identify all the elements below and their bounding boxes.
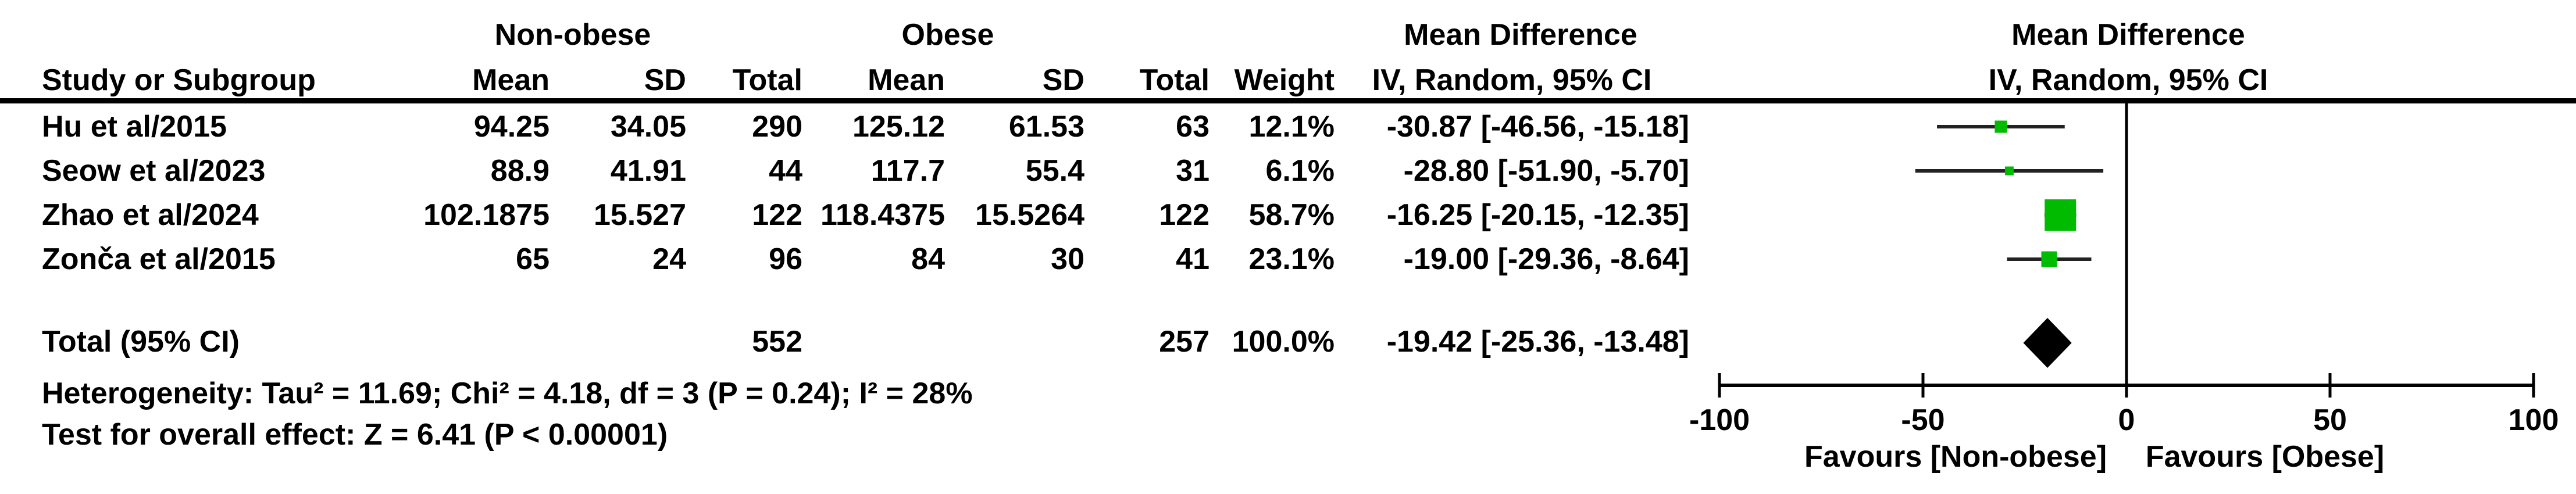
study-marker	[2004, 166, 2014, 176]
cell-sd-nonobese: 24	[652, 242, 686, 276]
cell-sd-obese: 55.4	[1025, 154, 1084, 188]
total-row: Total (95% CI) 552 257 100.0% -19.42 [-2…	[0, 323, 1689, 360]
summary-diamond	[2023, 318, 2072, 368]
cell-total-obese: 31	[1176, 154, 1209, 188]
cell-weight: 58.7%	[1248, 198, 1335, 232]
column-header-mean-difference: Mean Difference	[1404, 18, 1637, 52]
table-row: Hu et al/2015 94.25 34.05 290 125.12 61.…	[0, 108, 1689, 145]
study-marker	[2045, 199, 2077, 231]
header-ci-method: IV, Random, 95% CI	[1372, 63, 1652, 97]
table-row: Seow et al/2023 88.9 41.91 44 117.7 55.4…	[0, 152, 1689, 189]
header-study: Study or Subgroup	[42, 63, 316, 97]
cell-total-obese: 63	[1176, 110, 1209, 144]
header-mean-nonobese: Mean	[472, 63, 550, 97]
cell-empty	[802, 323, 945, 360]
cell-total-nonobese: 44	[769, 154, 802, 188]
cell-empty	[372, 323, 550, 360]
cell-sd-nonobese: 41.91	[610, 154, 686, 188]
cell-mean-nonobese: 94.25	[473, 110, 550, 144]
cell-ci: -19.00 [-29.36, -8.64]	[1403, 242, 1689, 276]
axis-tick-label: 0	[2118, 403, 2135, 437]
cell-weight: 23.1%	[1248, 242, 1335, 276]
cell-sd-obese: 15.5264	[975, 198, 1084, 232]
cell-total-nonobese: 96	[769, 242, 802, 276]
cell-weight: 100.0%	[1232, 325, 1335, 359]
header-weight: Weight	[1234, 63, 1335, 97]
cell-sd-obese: 61.53	[1008, 110, 1084, 144]
cell-sd-obese: 30	[1051, 242, 1084, 276]
plot-header-method: IV, Random, 95% CI	[1988, 63, 2268, 97]
cell-total-nonobese: 290	[752, 110, 802, 144]
favours-left-label: Favours [Non-obese]	[1804, 440, 2107, 474]
cell-total-obese: 122	[1159, 198, 1209, 232]
forest-plot: -100 -50 0 50 100 Favours [Non-obese] Favours …	[1689, 103, 2559, 474]
cell-mean-obese: 84	[911, 242, 945, 276]
group-header-nonobese: Non-obese	[494, 18, 651, 52]
table-row: Zonča et al/2015 65 24 96 84 30 41 23.1%…	[0, 241, 1689, 278]
cell-weight: 6.1%	[1265, 154, 1335, 188]
table-header-row: Study or Subgroup Mean SD Total Mean SD …	[0, 62, 1689, 99]
cell-mean-nonobese: 102.1875	[423, 198, 550, 232]
study-marker	[2041, 251, 2057, 267]
group-header-obese: Obese	[901, 18, 994, 52]
study-marker	[1995, 120, 2007, 133]
cell-empty	[550, 323, 686, 360]
header-total-obese: Total	[1139, 63, 1209, 97]
cell-empty	[945, 323, 1084, 360]
table-row: Zhao et al/2024 102.1875 15.527 122 118.…	[0, 196, 1689, 234]
cell-mean-nonobese: 65	[516, 242, 550, 276]
axis-tick-label: 100	[2509, 403, 2559, 437]
study-label: Hu et al/2015	[42, 110, 227, 144]
cell-ci: -28.80 [-51.90, -5.70]	[1403, 154, 1689, 188]
header-mean-obese: Mean	[868, 63, 945, 97]
cell-sd-nonobese: 34.05	[610, 110, 686, 144]
axis-tick-label: -50	[1901, 403, 1945, 437]
cell-ci: -16.25 [-20.15, -12.35]	[1386, 198, 1689, 232]
total-label: Total (95% CI)	[42, 325, 240, 359]
overall-effect-note: Test for overall effect: Z = 6.41 (P < 0…	[42, 418, 668, 452]
cell-ci: -30.87 [-46.56, -15.18]	[1386, 110, 1689, 144]
header-sd-nonobese: SD	[644, 63, 686, 97]
header-divider	[0, 98, 2576, 103]
cell-weight: 12.1%	[1248, 110, 1335, 144]
cell-mean-nonobese: 88.9	[490, 154, 550, 188]
axis-tick-label: 50	[2313, 403, 2347, 437]
cell-total-obese: 257	[1159, 325, 1209, 359]
cell-mean-obese: 118.4375	[820, 198, 945, 232]
study-label: Seow et al/2023	[42, 154, 266, 188]
cell-total-nonobese: 122	[752, 198, 802, 232]
cell-mean-obese: 125.12	[852, 110, 945, 144]
cell-total-nonobese: 552	[752, 325, 802, 359]
study-label: Zhao et al/2024	[42, 198, 259, 232]
header-total-nonobese: Total	[732, 63, 802, 97]
cell-total-obese: 41	[1176, 242, 1209, 276]
cell-sd-nonobese: 15.527	[593, 198, 686, 232]
cell-ci: -19.42 [-25.36, -13.48]	[1386, 325, 1689, 359]
heterogeneity-note: Heterogeneity: Tau² = 11.69; Chi² = 4.18…	[42, 377, 973, 410]
header-sd-obese: SD	[1042, 63, 1084, 97]
cell-mean-obese: 117.7	[870, 154, 945, 188]
favours-right-label: Favours [Obese]	[2146, 440, 2384, 474]
axis-tick-label: -100	[1689, 403, 1750, 437]
plot-header-mean-difference: Mean Difference	[2011, 18, 2245, 52]
study-label: Zonča et al/2015	[42, 242, 276, 276]
